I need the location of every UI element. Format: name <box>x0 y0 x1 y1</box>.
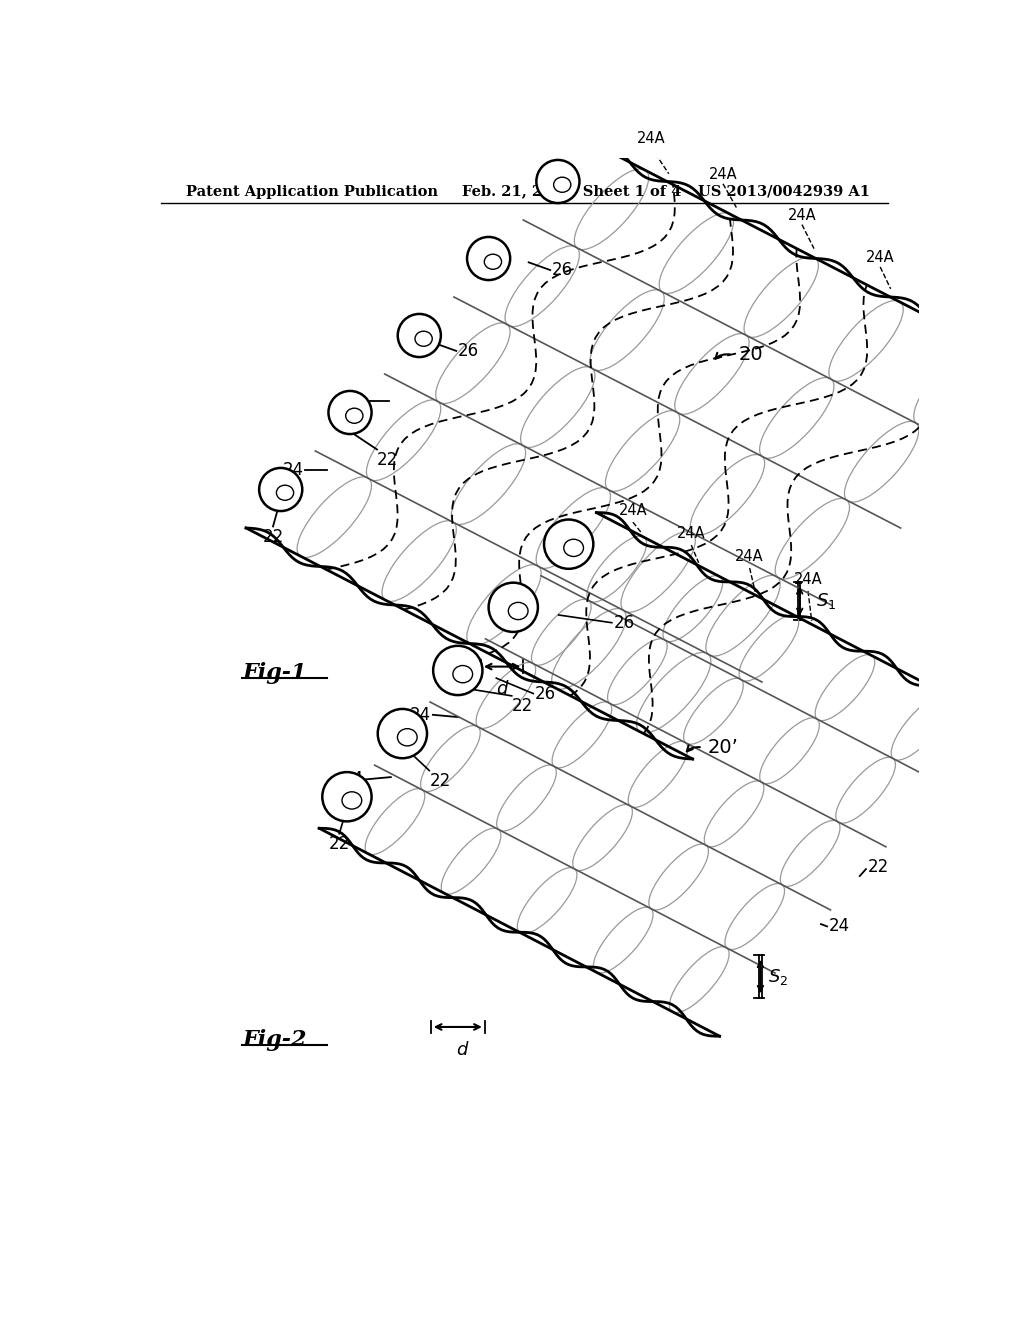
Ellipse shape <box>323 772 372 821</box>
Text: 24A: 24A <box>709 168 737 182</box>
Text: d: d <box>497 681 508 698</box>
Ellipse shape <box>544 520 593 569</box>
Ellipse shape <box>397 314 441 356</box>
Text: Fig-1: Fig-1 <box>243 661 307 684</box>
Text: 22: 22 <box>262 528 284 546</box>
Ellipse shape <box>259 469 302 511</box>
Text: 24: 24 <box>283 461 304 479</box>
Text: 24A: 24A <box>787 209 816 223</box>
Text: 24A: 24A <box>794 572 822 587</box>
Ellipse shape <box>537 160 580 203</box>
Text: 24: 24 <box>828 917 850 936</box>
Ellipse shape <box>488 582 538 632</box>
Text: 20: 20 <box>739 346 764 364</box>
Text: 24: 24 <box>345 392 367 411</box>
Text: 22: 22 <box>329 836 350 853</box>
Ellipse shape <box>467 238 510 280</box>
Text: 24A: 24A <box>677 527 706 541</box>
Text: 24: 24 <box>343 771 364 788</box>
Text: Feb. 21, 2013  Sheet 1 of 4: Feb. 21, 2013 Sheet 1 of 4 <box>462 185 681 198</box>
Text: 24: 24 <box>411 706 431 723</box>
Ellipse shape <box>329 391 372 434</box>
Text: 22: 22 <box>429 772 451 791</box>
Text: 26: 26 <box>552 261 572 279</box>
Text: 26: 26 <box>458 342 479 360</box>
Text: 22: 22 <box>867 858 889 875</box>
Text: 22: 22 <box>377 451 398 469</box>
Text: 26: 26 <box>535 685 556 702</box>
Text: 22: 22 <box>512 697 532 715</box>
Text: 24A: 24A <box>735 549 764 564</box>
Text: $S_1$: $S_1$ <box>816 591 837 611</box>
Text: 26: 26 <box>613 614 635 632</box>
Text: 24A: 24A <box>866 251 895 265</box>
Text: 24A: 24A <box>637 131 666 147</box>
Ellipse shape <box>378 709 427 758</box>
Text: 20’: 20’ <box>708 738 739 756</box>
Text: US 2013/0042939 A1: US 2013/0042939 A1 <box>697 185 869 198</box>
Text: Patent Application Publication: Patent Application Publication <box>186 185 438 198</box>
Text: d: d <box>456 1040 467 1059</box>
Text: $S_2$: $S_2$ <box>768 966 788 986</box>
Text: 24A: 24A <box>618 503 647 519</box>
Ellipse shape <box>433 645 482 696</box>
Text: Fig-2: Fig-2 <box>243 1030 307 1051</box>
